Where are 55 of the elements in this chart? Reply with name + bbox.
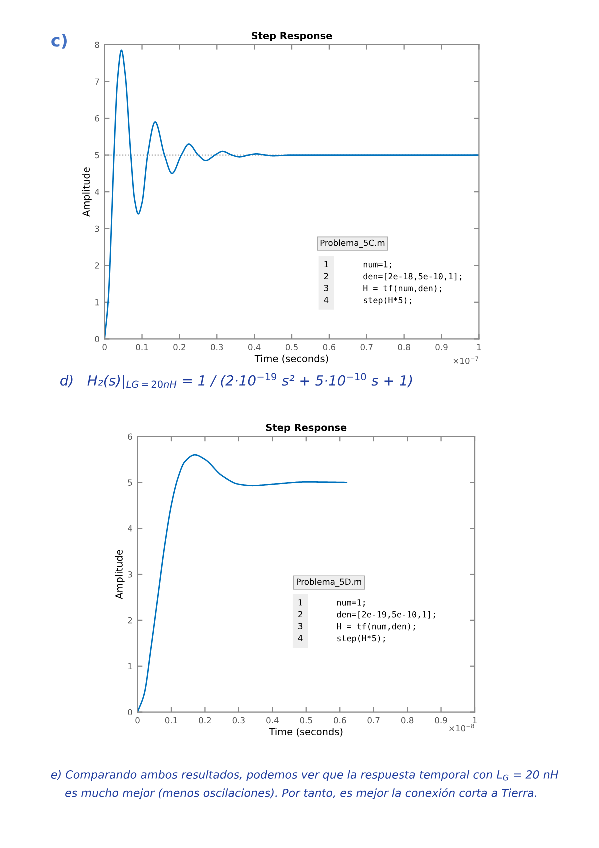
x-tick-label: 0.8 [401,717,414,724]
x-tick-label: 0.4 [248,344,261,351]
x-tick-label: 0.5 [300,717,312,724]
x-axis-title: Time (seconds) [254,354,328,364]
y-tick-label: 2 [95,262,100,269]
y-tick-label: 3 [95,226,100,232]
x-tick-label: 0.8 [398,344,410,351]
x-tick-label: 0.1 [165,717,178,724]
y-tick-label: 8 [95,42,100,48]
y-tick-label: 4 [128,526,132,532]
x-tick-label: 0.6 [323,344,336,351]
annotation: num=1; den=[2e-19,5e-10,1]; H = tf(num,den); step(H*5); [337,600,436,644]
y-tick-label: 2 [128,617,132,624]
x-tick-label: 0.2 [174,344,186,351]
x-tick-label: 0 [102,344,107,351]
y-tick-label: 6 [128,434,132,440]
y-tick-label: 4 [95,189,100,196]
x-tick-label: 0.9 [435,717,448,724]
y-tick-label: 5 [128,480,132,486]
y-tick-label: 1 [128,663,132,670]
y-tick-label: 6 [95,115,100,122]
x-tick-label: 0.7 [360,344,373,351]
x-tick-label: 0.3 [211,344,224,351]
y-tick-label: 7 [95,78,100,85]
y-axis-title: Amplitude [82,168,92,217]
x-tick-label: 0.1 [136,344,148,351]
y-tick-label: 0 [95,336,100,342]
y-axis-title: Amplitude [115,550,125,600]
y-tick-label: 0 [128,709,132,716]
x-tick-label: 0 [136,717,140,724]
x-tick-label: 0.9 [436,344,448,351]
x-tick-label: 0.2 [199,717,212,724]
x-axis-title: Time (seconds) [269,728,343,737]
x-tick-label: 0.5 [286,344,298,351]
text: e) Comparando ambos resultados, podemos ver que la respuesta temporal con L$_{G}$ = 20 nH es mucho mejor (menos oscilaciones). Por tanto, es mejor la conexión corta a Tierra. [51,770,558,800]
text: c) [52,34,67,49]
x-tick-label: 0.4 [266,717,279,724]
text: ×10$^{−7}$ [454,356,478,364]
chart-title: Step Response [266,424,347,434]
annotation: num=1; den=[2e-18,5e-10,1]; H = tf(num,den); step(H*5); [364,262,462,306]
x-tick-label: 1 [477,344,482,350]
x-tick-label: 0.3 [232,717,245,724]
annotation: Problema_5C.m [320,240,385,248]
y-tick-label: 1 [96,300,100,306]
annotation: 1 2 3 4 [298,600,303,642]
annotation: 1 2 3 4 [324,261,329,304]
y-tick-label: 3 [128,572,132,578]
annotation: Problema_5D.m [297,578,362,587]
y-tick-label: 5 [95,152,100,159]
chart-title: Step Response [252,32,332,42]
text: ×10$^{−8}$ [450,724,474,732]
x-tick-label: 0.7 [368,717,380,724]
x-tick-label: 0.6 [334,717,346,724]
text: d) H₂(s)|$_{LG=20nH}$ = 1 / (2·10$^{−19}$ s² + 5·10$^{−10}$ s + 1) [60,373,412,390]
x-tick-label: 1 [473,717,477,724]
